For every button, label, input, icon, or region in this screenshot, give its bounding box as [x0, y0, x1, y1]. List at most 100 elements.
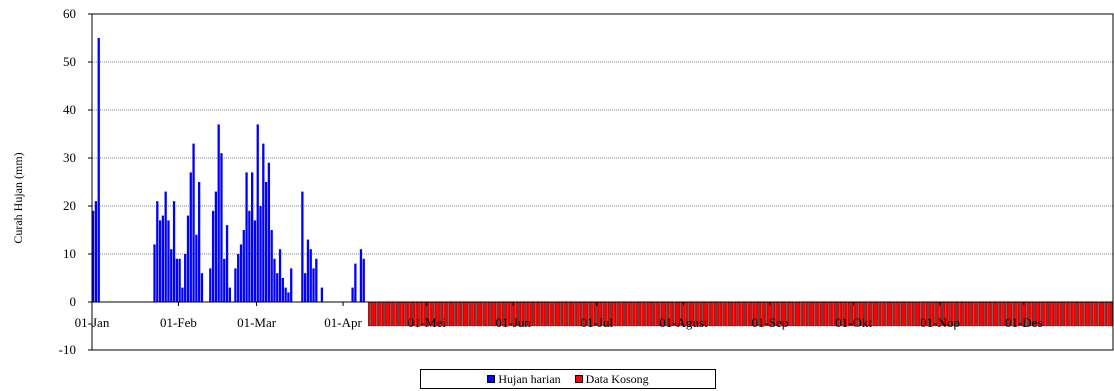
- bar-hujan-harian: [167, 220, 170, 302]
- bar-hujan-harian: [170, 249, 173, 302]
- bar-data-kosong: [401, 301, 404, 327]
- bar-data-kosong: [451, 301, 455, 327]
- x-tick-label: 01-Feb: [160, 315, 197, 330]
- bar-hujan-harian: [248, 210, 251, 302]
- bar-data-kosong: [719, 301, 723, 327]
- x-tick-label: 01-Jun: [496, 315, 532, 330]
- bar-hujan-harian: [156, 201, 159, 302]
- y-tick-label: 20: [63, 198, 76, 213]
- bar-data-kosong: [828, 301, 831, 327]
- bar-hujan-harian: [175, 258, 178, 302]
- bar-data-kosong: [393, 301, 396, 327]
- bar-data-kosong: [794, 301, 798, 327]
- x-tick-label: 01-Des: [1005, 315, 1043, 330]
- bar-data-kosong: [878, 301, 882, 327]
- bar-data-kosong: [568, 301, 572, 327]
- y-tick-label: -10: [59, 342, 76, 357]
- bar-data-kosong: [967, 301, 971, 327]
- bar-data-kosong: [577, 301, 580, 327]
- bar-hujan-harian: [287, 292, 290, 302]
- bar-hujan-harian: [164, 191, 167, 302]
- x-tick-label: 01-Mar: [237, 315, 277, 330]
- bar-data-kosong: [482, 301, 485, 327]
- bar-data-kosong: [624, 301, 628, 327]
- bar-hujan-harian: [315, 258, 318, 302]
- bar-data-kosong: [454, 301, 457, 327]
- bar-data-kosong: [970, 301, 974, 327]
- bar-data-kosong: [571, 301, 575, 327]
- bar-data-kosong: [398, 301, 402, 327]
- bar-data-kosong: [627, 301, 630, 327]
- bar-data-kosong: [1104, 301, 1107, 327]
- bar-data-kosong: [476, 301, 480, 327]
- bar-hujan-harian: [181, 287, 184, 302]
- bar-hujan-harian: [259, 206, 262, 302]
- bar-hujan-harian: [209, 268, 212, 302]
- bar-data-kosong: [1043, 301, 1046, 327]
- bar-data-kosong: [395, 301, 399, 327]
- bar-data-kosong: [404, 301, 407, 327]
- bar-hujan-harian: [256, 124, 259, 303]
- bar-data-kosong: [535, 301, 538, 327]
- bar-data-kosong: [487, 301, 491, 327]
- bar-data-kosong: [1110, 301, 1113, 327]
- bar-hujan-harian: [223, 258, 226, 302]
- bar-data-kosong: [540, 301, 544, 327]
- y-tick-label: 30: [63, 150, 76, 165]
- bar-data-kosong: [962, 301, 965, 327]
- bar-data-kosong: [819, 301, 823, 327]
- bar-data-kosong: [1073, 301, 1077, 327]
- bar-hujan-harian: [278, 249, 282, 302]
- bar-data-kosong: [370, 301, 374, 327]
- bar-data-kosong: [1048, 301, 1052, 327]
- bar-data-kosong: [379, 301, 382, 327]
- bar-data-kosong: [889, 301, 893, 327]
- x-tick-label: 01-Sep: [751, 315, 788, 330]
- bar-hujan-harian: [237, 254, 240, 302]
- bar-data-kosong: [652, 301, 656, 327]
- bar-data-kosong: [448, 301, 452, 327]
- bar-data-kosong: [381, 301, 385, 327]
- bar-hujan-harian: [242, 230, 245, 302]
- bar-data-kosong: [881, 301, 884, 327]
- bar-hujan-harian: [281, 278, 284, 302]
- bar-data-kosong: [741, 301, 745, 327]
- bar-data-kosong: [543, 301, 547, 327]
- bar-data-kosong: [552, 301, 555, 327]
- bar-data-kosong: [1107, 301, 1110, 327]
- bar-data-kosong: [727, 301, 731, 327]
- bar-data-kosong: [984, 301, 988, 327]
- bar-data-kosong: [733, 301, 736, 327]
- bar-data-kosong: [797, 301, 801, 327]
- bar-data-kosong: [716, 301, 720, 327]
- bar-data-kosong: [739, 301, 742, 327]
- bar-data-kosong: [808, 301, 812, 327]
- bar-data-kosong: [574, 301, 577, 327]
- bar-data-kosong: [563, 301, 566, 327]
- bar-data-kosong: [965, 301, 968, 327]
- bar-data-kosong: [884, 301, 887, 327]
- bar-data-kosong: [457, 301, 460, 327]
- bar-data-kosong: [981, 301, 985, 327]
- bar-data-kosong: [814, 301, 817, 327]
- bar-hujan-harian: [225, 225, 229, 302]
- bar-data-kosong: [1068, 301, 1071, 327]
- bar-hujan-harian: [351, 287, 354, 302]
- grid-lines: [92, 13, 1113, 351]
- bar-data-kosong: [792, 301, 795, 327]
- bar-hujan-harian: [309, 249, 312, 302]
- bar-hujan-harian: [220, 153, 223, 302]
- bar-hujan-harian: [217, 124, 220, 303]
- bar-data-kosong: [978, 301, 982, 327]
- bar-data-kosong: [641, 301, 644, 327]
- bar-data-kosong: [471, 301, 474, 327]
- y-tick-label: 10: [63, 246, 76, 261]
- bar-data-kosong: [1093, 301, 1096, 327]
- bar-hujan-harian: [320, 287, 324, 302]
- bar-data-kosong: [546, 301, 550, 327]
- bar-data-kosong: [713, 301, 717, 327]
- bar-data-kosong: [744, 301, 748, 327]
- bar-data-kosong: [911, 301, 915, 327]
- x-tick-label: 01-Agust: [659, 315, 708, 330]
- legend-item-data-kosong: Data Kosong: [574, 372, 649, 387]
